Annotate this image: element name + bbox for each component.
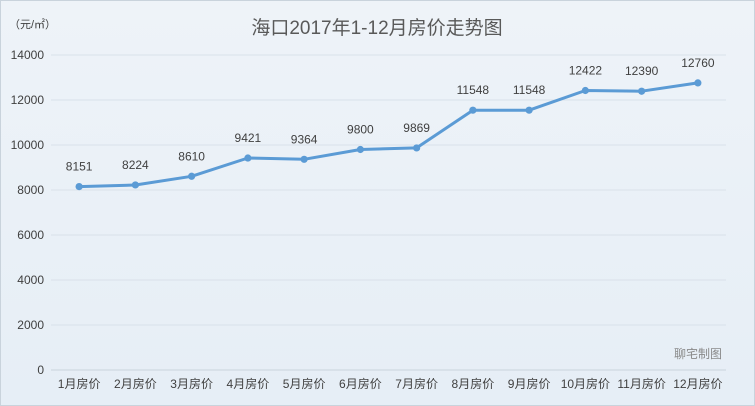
x-axis-ticks: 1月房价 2月房价 3月房价 4月房价 5月房价 6月房价 7月房价 8月房价 9月房价 10月房… — [58, 376, 723, 391]
data-point — [413, 144, 421, 152]
data-label: 9869 — [403, 121, 430, 135]
data-point — [469, 106, 477, 114]
data-point — [694, 79, 702, 87]
y-tick-label: 4000 — [17, 273, 44, 287]
data-label: 9421 — [235, 131, 262, 145]
x-tick-label: 3月房价 — [170, 376, 213, 391]
y-tick-label: 0 — [37, 363, 44, 377]
data-label: 11548 — [457, 83, 490, 97]
data-point — [244, 154, 252, 162]
grid-lines — [51, 54, 726, 371]
y-axis-ticks: 0 2000 4000 6000 8000 10000 12000 14000 — [11, 48, 45, 377]
x-tick-label: 12月房价 — [673, 376, 722, 391]
y-unit-label: （元/㎡） — [9, 18, 56, 31]
y-tick-label: 6000 — [17, 228, 44, 242]
x-tick-label: 11月房价 — [617, 376, 665, 391]
data-label: 9800 — [347, 123, 374, 137]
data-label: 8224 — [122, 158, 149, 172]
data-point — [356, 145, 364, 154]
series-line — [77, 81, 700, 189]
data-point — [75, 183, 83, 191]
data-point — [638, 87, 646, 95]
x-tick-label: 1月房价 — [58, 376, 101, 391]
x-tick-label: 8月房价 — [452, 376, 495, 391]
x-tick-label: 5月房价 — [283, 376, 326, 391]
data-point — [131, 181, 139, 189]
x-tick-label: 4月房价 — [227, 376, 270, 391]
y-tick-label: 14000 — [11, 48, 45, 62]
y-tick-label: 12000 — [11, 93, 45, 107]
data-label: 12422 — [569, 64, 603, 78]
y-tick-label: 10000 — [11, 138, 45, 152]
data-label: 8151 — [66, 160, 93, 174]
data-label: 8610 — [178, 149, 205, 163]
data-point — [188, 172, 196, 180]
series-price — [75, 79, 702, 191]
y-tick-label: 8000 — [17, 183, 44, 197]
y-tick-label: 2000 — [17, 318, 44, 332]
data-label: 12760 — [681, 56, 715, 70]
x-tick-label: 6月房价 — [339, 376, 382, 391]
data-point — [581, 86, 589, 95]
chart-title: 海口2017年1-12月房价走势图 — [251, 17, 502, 39]
data-label: 11548 — [513, 83, 546, 97]
x-tick-label: 10月房价 — [561, 376, 610, 391]
watermark-text: 聊宅制图 — [674, 346, 722, 361]
data-label: 12390 — [625, 64, 659, 78]
x-tick-label: 9月房价 — [508, 376, 551, 391]
data-label: 9364 — [291, 132, 318, 146]
x-tick-label: 2月房价 — [114, 376, 157, 391]
x-tick-label: 7月房价 — [395, 376, 438, 391]
data-point — [525, 106, 533, 114]
data-point — [300, 155, 308, 163]
data-labels: 8151 8224 8610 9421 9364 9800 9869 11548 11548 12… — [66, 56, 715, 174]
